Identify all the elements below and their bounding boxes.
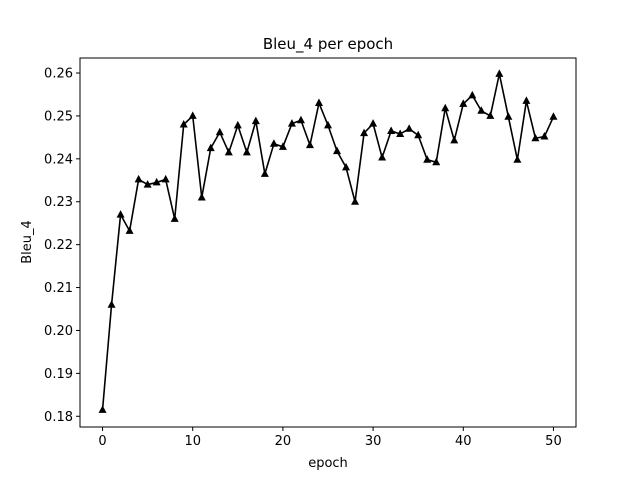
y-tick-label: 0.23 [44, 195, 73, 210]
data-point [441, 103, 450, 112]
data-point [423, 155, 432, 163]
data-point [233, 120, 242, 129]
data-point [504, 112, 513, 120]
data-point [495, 69, 504, 77]
data-point [432, 157, 441, 166]
x-tick-label: 10 [184, 434, 201, 449]
y-tick-label: 0.21 [44, 281, 73, 296]
data-point [125, 226, 134, 234]
y-tick-label: 0.24 [44, 152, 73, 167]
data-point [324, 120, 332, 129]
data-point [414, 130, 423, 139]
data-point [296, 115, 305, 124]
data-point [396, 129, 405, 137]
data-point [333, 146, 342, 155]
data-point [287, 119, 296, 127]
y-tick-label: 0.20 [44, 324, 73, 339]
x-tick-label: 0 [98, 434, 106, 449]
data-point [360, 128, 369, 137]
x-axis-label: epoch [308, 456, 348, 471]
y-axis: 0.18 0.19 0.20 0.21 0.22 0.23 0.24 0.25 0.26 [44, 67, 80, 425]
data-point [215, 127, 224, 136]
data-point [549, 112, 558, 120]
data-point [540, 132, 549, 140]
y-tick-label: 0.25 [44, 109, 73, 124]
data-point [179, 120, 188, 128]
data-point [98, 405, 107, 413]
y-axis-label: Bleu_4 [20, 220, 35, 264]
plot-area [98, 69, 558, 413]
data-point [477, 106, 486, 114]
data-point [369, 119, 378, 127]
y-tick-label: 0.18 [44, 410, 73, 425]
data-point [342, 162, 351, 171]
data-point [405, 124, 414, 132]
data-point [260, 169, 269, 177]
x-tick-label: 40 [455, 434, 472, 449]
data-point [143, 180, 152, 188]
data-point [522, 96, 531, 104]
data-point [278, 142, 287, 150]
plot-frame [79, 57, 577, 428]
data-point [387, 126, 396, 134]
data-point [486, 111, 495, 119]
data-point [197, 192, 206, 201]
data-point [242, 147, 251, 156]
data-point [251, 116, 260, 125]
data-point [531, 133, 540, 142]
data-point [513, 155, 522, 163]
data-point [351, 197, 360, 205]
x-tick-label: 50 [545, 434, 562, 449]
data-point [116, 210, 125, 218]
data-point [450, 135, 459, 144]
data-point [378, 153, 387, 161]
data-point [224, 147, 233, 156]
x-tick-label: 20 [275, 434, 292, 449]
data-point [314, 98, 323, 107]
data-point [134, 174, 143, 183]
data-point [161, 174, 170, 183]
x-tick-label: 30 [365, 434, 382, 449]
x-axis: 0 10 20 30 40 50 [98, 427, 562, 449]
data-point [305, 140, 314, 149]
data-point [152, 177, 161, 186]
y-tick-label: 0.19 [44, 367, 73, 382]
data-point [188, 111, 197, 119]
data-point [459, 99, 468, 107]
data-point [170, 214, 179, 222]
chart-title: Bleu_4 per epoch [263, 35, 393, 54]
y-tick-label: 0.26 [44, 67, 73, 82]
data-point [206, 143, 215, 152]
y-tick-label: 0.22 [44, 238, 73, 253]
data-point [269, 139, 278, 147]
data-point [107, 300, 116, 308]
data-point [468, 90, 477, 99]
